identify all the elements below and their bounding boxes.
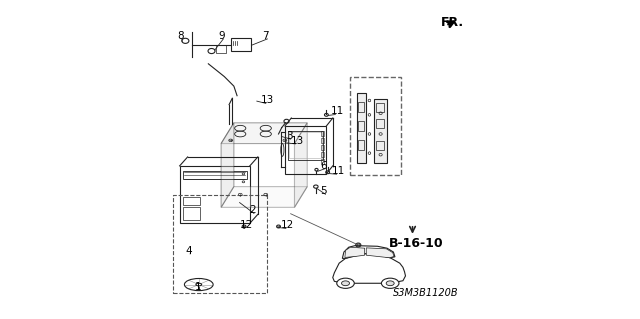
Polygon shape (333, 254, 406, 283)
Bar (173, 195, 267, 293)
Bar (230, 38, 252, 51)
Text: 12: 12 (281, 220, 294, 230)
Polygon shape (342, 246, 395, 258)
Bar (285, 126, 326, 174)
Text: 2: 2 (249, 205, 256, 215)
Text: 13: 13 (291, 136, 304, 146)
Ellipse shape (381, 278, 399, 288)
Bar (350, 77, 401, 175)
Bar (358, 140, 364, 150)
Bar (358, 121, 364, 131)
Polygon shape (221, 123, 234, 207)
Bar (321, 152, 324, 157)
Polygon shape (221, 187, 307, 207)
Text: 4: 4 (186, 246, 192, 256)
Bar (180, 166, 250, 223)
Bar (376, 103, 384, 112)
Polygon shape (221, 123, 307, 144)
Bar (321, 131, 324, 136)
Text: 12: 12 (239, 220, 253, 230)
Bar (288, 131, 323, 160)
Bar (289, 132, 322, 158)
Text: 3: 3 (286, 131, 292, 141)
Text: 7: 7 (262, 31, 269, 41)
Ellipse shape (342, 281, 349, 286)
Bar (216, 45, 226, 53)
Bar (183, 207, 200, 220)
Bar (183, 171, 246, 179)
Bar (376, 119, 384, 128)
Text: FR.: FR. (441, 16, 465, 29)
Text: B-16-10: B-16-10 (388, 237, 443, 249)
Ellipse shape (386, 281, 394, 286)
Bar (321, 138, 324, 143)
Text: 9: 9 (218, 31, 225, 41)
Bar (321, 145, 324, 150)
Bar (358, 102, 364, 112)
Polygon shape (366, 248, 394, 258)
Text: S3M3B1120B: S3M3B1120B (394, 288, 459, 298)
Text: 11: 11 (332, 166, 345, 176)
Polygon shape (374, 99, 387, 163)
Bar (183, 197, 200, 205)
Text: 11: 11 (330, 107, 344, 116)
Text: 8: 8 (177, 31, 184, 41)
Bar (376, 141, 384, 150)
Text: 6: 6 (320, 161, 326, 171)
Text: 1: 1 (195, 282, 201, 292)
Text: 13: 13 (261, 95, 274, 105)
Bar (321, 159, 324, 164)
Ellipse shape (337, 278, 355, 288)
Polygon shape (345, 247, 365, 257)
Polygon shape (294, 123, 307, 207)
Text: 5: 5 (321, 186, 327, 196)
Polygon shape (356, 93, 366, 163)
